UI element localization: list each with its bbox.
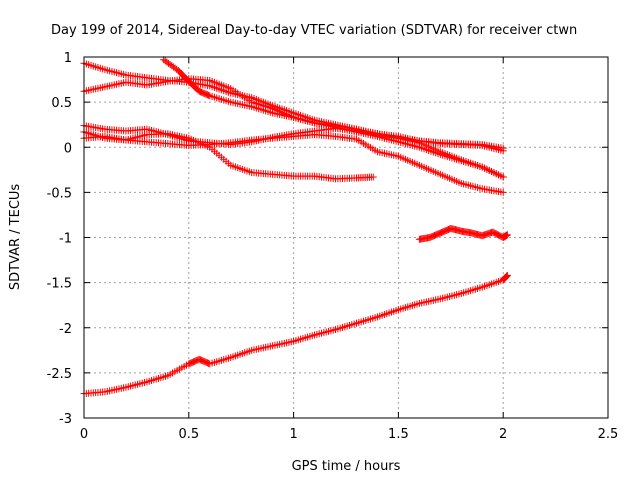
- data-point: [503, 231, 511, 239]
- y-tick-label: -2: [59, 322, 72, 337]
- y-tick-label: -2.5: [47, 367, 72, 382]
- y-tick-label: -0.5: [47, 186, 72, 201]
- series-track-h: [80, 271, 511, 398]
- x-tick-label: 0: [80, 427, 88, 442]
- data-point: [369, 173, 377, 181]
- y-tick-label: -1: [59, 232, 72, 247]
- x-tick-label: 2: [499, 427, 507, 442]
- x-tick-label: 2.5: [598, 427, 619, 442]
- series-track-g: [415, 224, 511, 243]
- data-point: [499, 147, 507, 155]
- x-tick-label: 1: [289, 427, 297, 442]
- data-point: [205, 91, 213, 99]
- x-tick-label: 1.5: [388, 427, 409, 442]
- x-axis-label: GPS time / hours: [292, 459, 401, 474]
- y-tick-label: -1.5: [47, 277, 72, 292]
- data-point: [499, 173, 507, 181]
- y-tick-label: 0.5: [51, 96, 72, 111]
- y-tick-labels: 1 0.5 0 -0.5 -1 -1.5 -2 -2.5 -3: [47, 51, 72, 427]
- series-track-f: [80, 131, 507, 196]
- data-point: [499, 188, 507, 196]
- data-point: [503, 271, 511, 279]
- axis-ticks: [83, 56, 609, 419]
- chart-title: Day 199 of 2014, Sidereal Day-to-day VTE…: [51, 23, 577, 38]
- y-tick-label: 0: [64, 141, 72, 156]
- x-tick-label: 0.5: [178, 427, 199, 442]
- y-axis-label: SDTVAR / TECUs: [8, 184, 23, 291]
- x-tick-labels: 0 0.5 1 1.5 2 2.5: [80, 427, 618, 442]
- data-points: [80, 56, 511, 398]
- grid-lines: [84, 57, 608, 418]
- y-tick-label: -3: [59, 412, 72, 427]
- y-tick-label: 1: [64, 51, 72, 66]
